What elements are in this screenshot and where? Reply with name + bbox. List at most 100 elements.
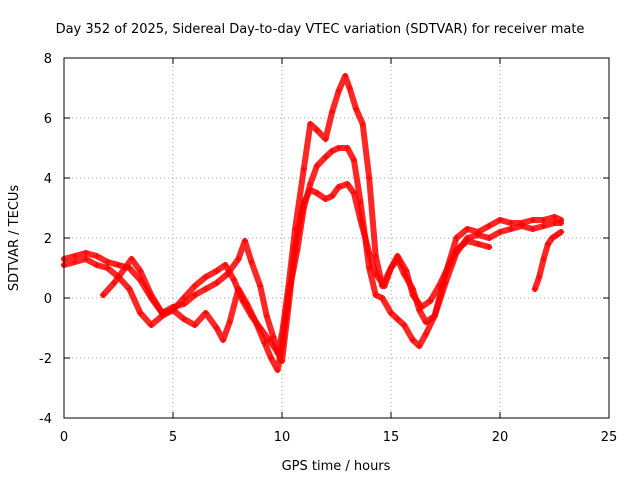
data-point bbox=[551, 214, 558, 220]
data-point bbox=[453, 247, 460, 253]
data-point bbox=[93, 262, 100, 268]
y-tick-label: 4 bbox=[44, 172, 52, 187]
data-point bbox=[307, 187, 314, 193]
data-point bbox=[335, 145, 342, 151]
data-point bbox=[329, 193, 336, 199]
data-point bbox=[202, 274, 209, 280]
data-point bbox=[366, 250, 373, 256]
series-track-b bbox=[61, 145, 565, 373]
data-point bbox=[350, 190, 357, 196]
data-point bbox=[137, 310, 144, 316]
y-tick-label: 8 bbox=[44, 52, 52, 67]
data-point bbox=[239, 298, 246, 304]
grid bbox=[64, 58, 609, 418]
data-point bbox=[263, 313, 270, 319]
data-point bbox=[322, 136, 329, 142]
data-point bbox=[213, 325, 220, 331]
data-point bbox=[558, 220, 565, 226]
data-point bbox=[180, 295, 187, 301]
data-point bbox=[257, 325, 264, 331]
data-point bbox=[544, 241, 551, 247]
data-point bbox=[536, 274, 543, 280]
data-point bbox=[366, 175, 373, 181]
data-series bbox=[61, 73, 565, 373]
data-point bbox=[104, 265, 111, 271]
data-point bbox=[350, 157, 357, 163]
data-point bbox=[285, 304, 292, 310]
data-point bbox=[551, 220, 558, 226]
data-point bbox=[372, 271, 379, 277]
data-point bbox=[394, 316, 401, 322]
data-point bbox=[279, 358, 285, 364]
data-point bbox=[159, 310, 166, 316]
data-point bbox=[222, 262, 229, 268]
data-point bbox=[274, 367, 281, 373]
y-tick-label: 6 bbox=[44, 112, 52, 127]
data-point bbox=[486, 244, 493, 250]
axis-ticks: 0 5 10 15 20 25 -4 -2 0 2 4 6 8 bbox=[39, 52, 617, 445]
data-point bbox=[497, 217, 503, 223]
data-point bbox=[335, 88, 342, 94]
data-point bbox=[357, 217, 364, 223]
data-point bbox=[235, 256, 242, 262]
data-point bbox=[191, 283, 198, 289]
data-point bbox=[241, 238, 248, 244]
data-point bbox=[100, 292, 107, 298]
data-point bbox=[497, 229, 503, 235]
data-point bbox=[540, 256, 547, 262]
data-point bbox=[300, 199, 307, 205]
data-point bbox=[344, 145, 351, 151]
data-point bbox=[335, 184, 342, 190]
x-tick-label: 10 bbox=[274, 430, 291, 445]
data-point bbox=[202, 310, 209, 316]
data-point bbox=[231, 277, 238, 283]
y-tick-label: -2 bbox=[39, 352, 52, 367]
data-point bbox=[93, 253, 100, 259]
data-point bbox=[486, 235, 493, 241]
data-point bbox=[213, 268, 220, 274]
x-tick-label: 15 bbox=[383, 430, 400, 445]
data-point bbox=[257, 283, 264, 289]
data-point bbox=[344, 181, 351, 187]
data-point bbox=[111, 280, 118, 286]
y-axis-label: SDTVAR / TECUs bbox=[7, 185, 22, 292]
chart-title: Day 352 of 2025, Sidereal Day-to-day VTE… bbox=[56, 22, 585, 37]
data-point bbox=[268, 355, 275, 361]
data-point bbox=[409, 337, 416, 343]
data-point bbox=[261, 340, 268, 346]
data-point bbox=[444, 265, 451, 271]
data-point bbox=[226, 319, 233, 325]
data-point bbox=[126, 286, 133, 292]
data-point bbox=[531, 286, 538, 292]
data-point bbox=[128, 256, 135, 262]
series-track-a bbox=[61, 73, 565, 355]
data-point bbox=[464, 238, 471, 244]
data-point bbox=[453, 235, 460, 241]
data-point bbox=[416, 343, 423, 349]
data-point bbox=[220, 337, 227, 343]
data-point bbox=[137, 268, 144, 274]
x-axis-label: GPS time / hours bbox=[282, 459, 391, 474]
data-point bbox=[115, 262, 122, 268]
data-point bbox=[322, 196, 329, 202]
data-point bbox=[409, 292, 416, 298]
data-point bbox=[422, 331, 429, 337]
x-tick-label: 20 bbox=[492, 430, 509, 445]
data-point bbox=[529, 217, 536, 223]
data-point bbox=[202, 286, 209, 292]
data-point bbox=[322, 154, 329, 160]
data-point bbox=[180, 316, 187, 322]
data-point bbox=[418, 304, 425, 310]
x-tick-label: 25 bbox=[601, 430, 618, 445]
data-point bbox=[122, 265, 129, 271]
data-point bbox=[248, 259, 255, 265]
data-point bbox=[381, 283, 388, 289]
data-point bbox=[307, 181, 314, 187]
data-point bbox=[104, 259, 111, 265]
data-point bbox=[82, 256, 89, 262]
data-point bbox=[148, 322, 155, 328]
data-point bbox=[388, 265, 394, 271]
data-point bbox=[191, 322, 198, 328]
y-tick-label: 0 bbox=[44, 292, 52, 307]
